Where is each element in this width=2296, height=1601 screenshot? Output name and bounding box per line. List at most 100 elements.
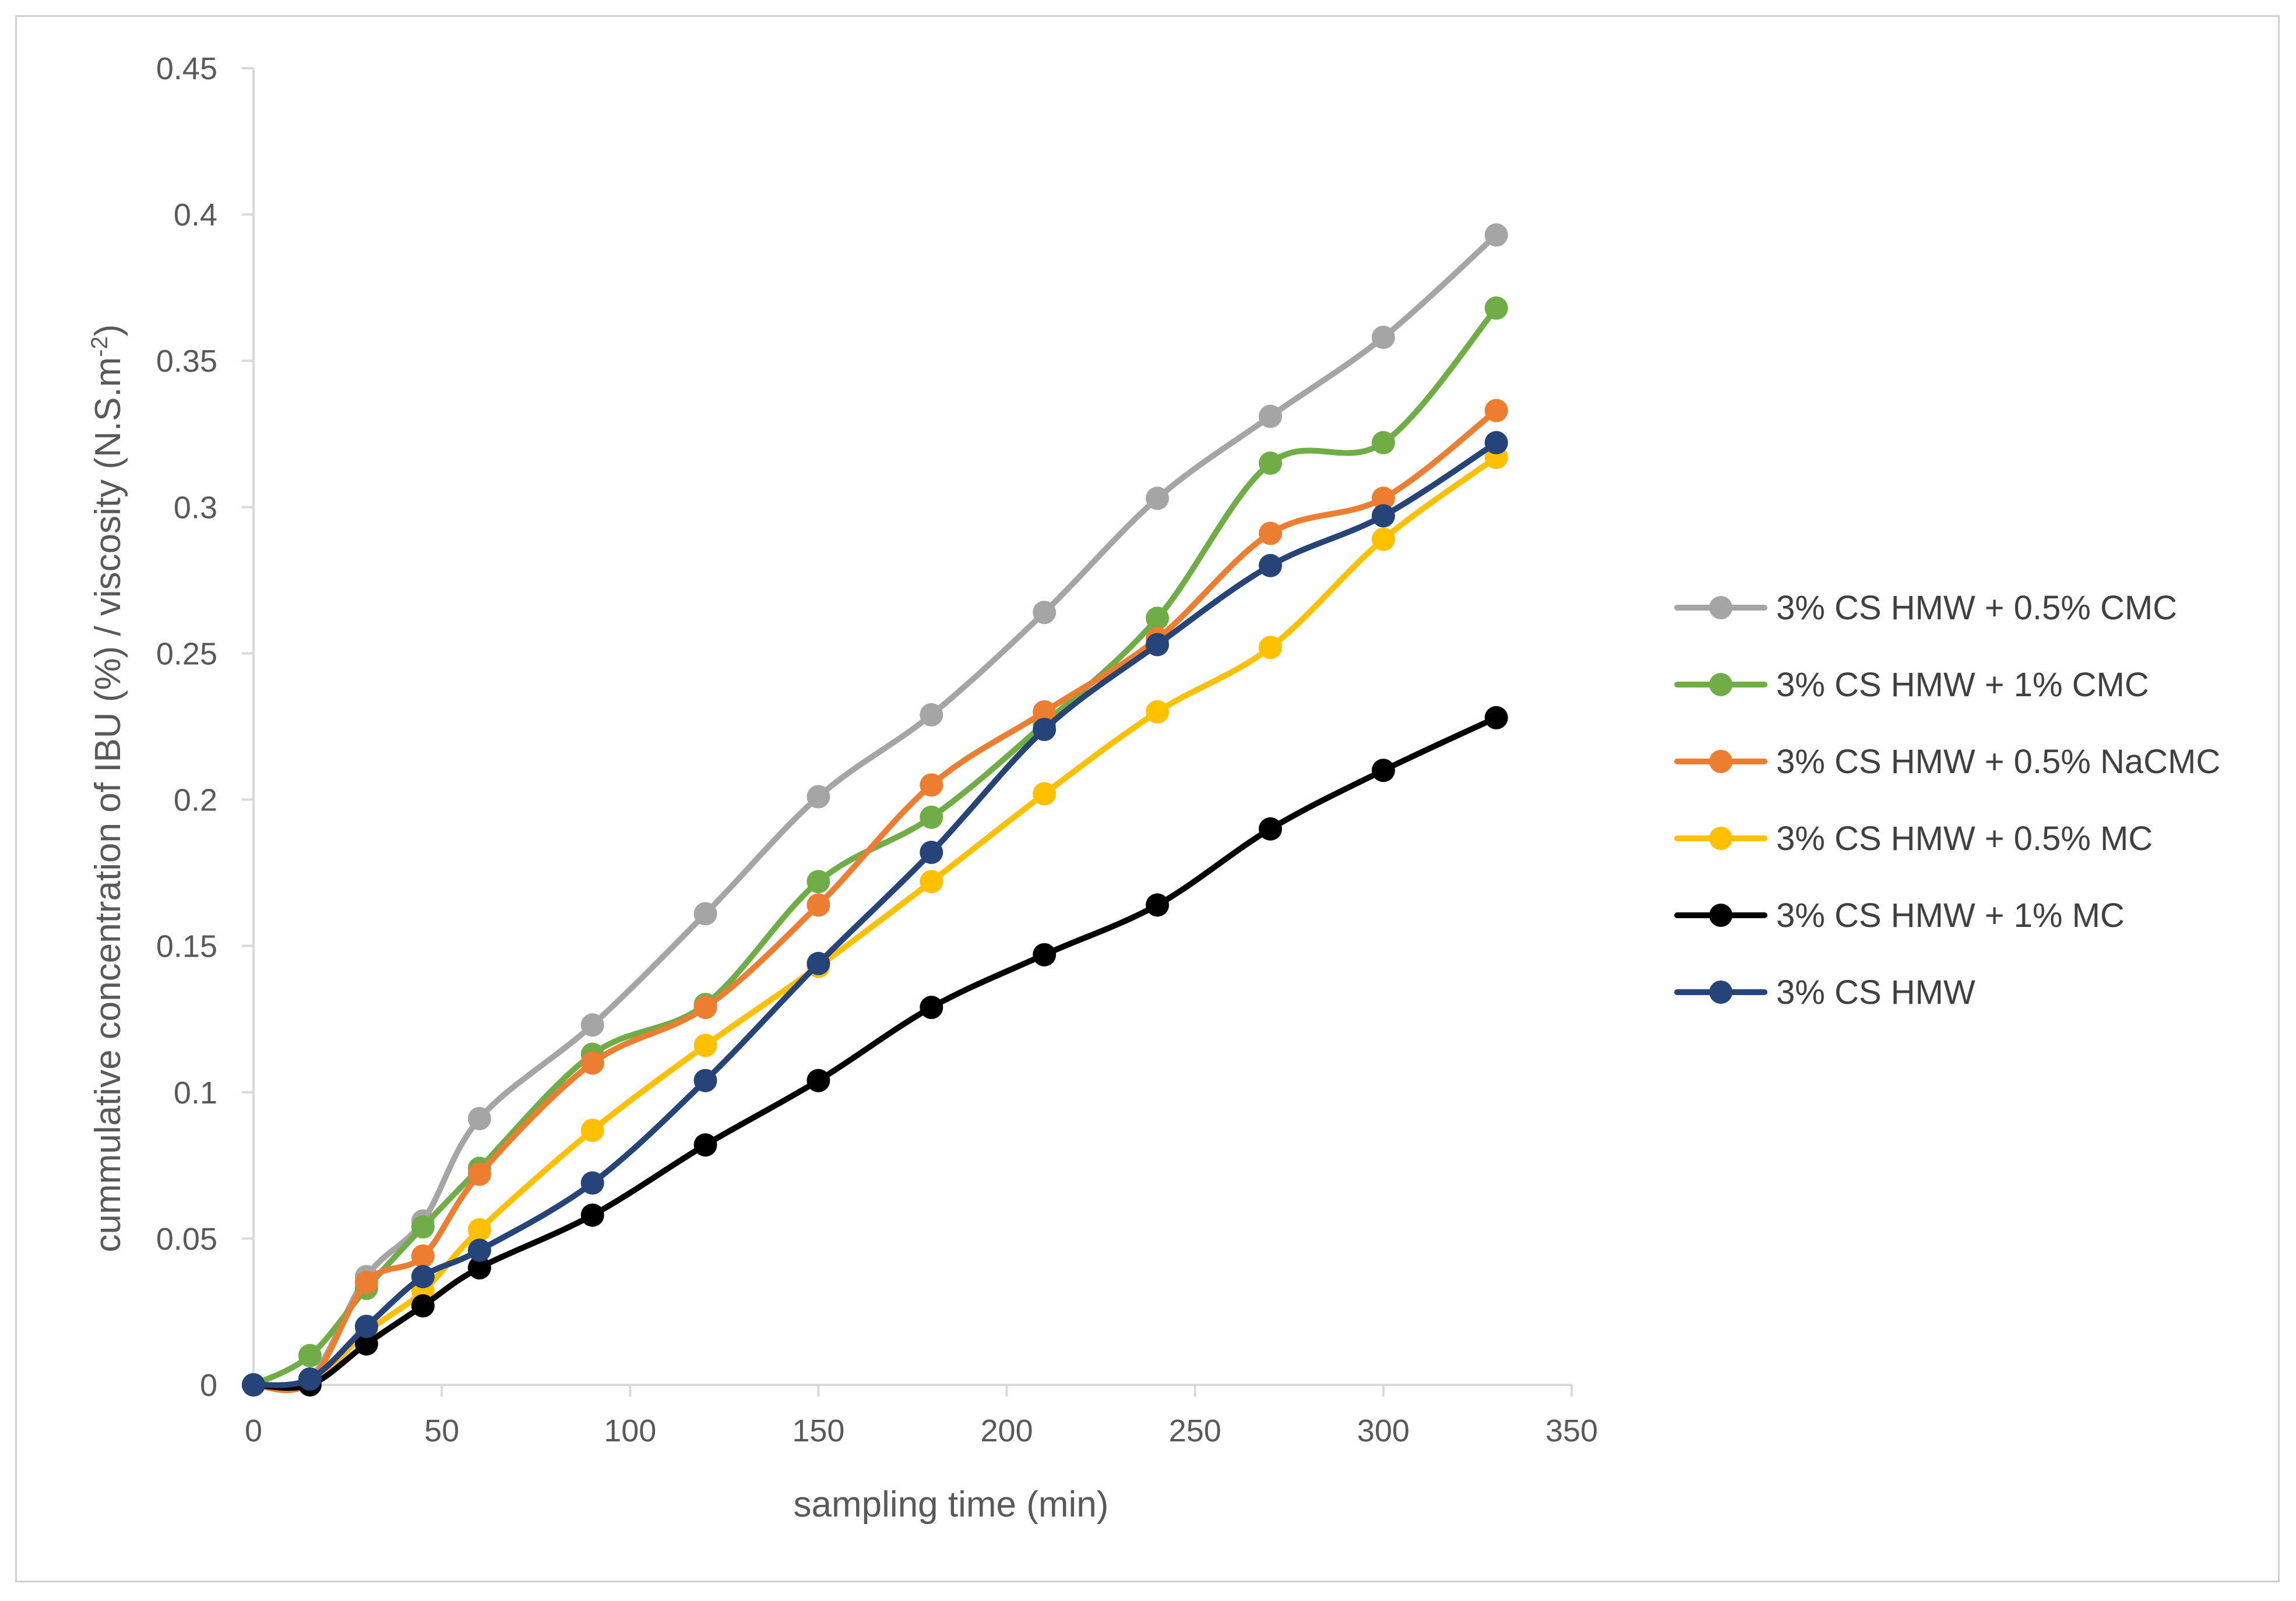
chart-frame: [15, 15, 2280, 1582]
data-point: [467, 1162, 491, 1186]
legend-label: 3% CS HMW + 0.5% MC: [1776, 820, 2153, 858]
legend-marker: [1709, 673, 1732, 696]
data-point: [693, 902, 717, 926]
series-line: [251, 714, 1499, 1391]
legend-marker: [1709, 750, 1732, 773]
legend-label: 3% CS HMW: [1776, 974, 1975, 1011]
legend-label: 3% CS HMW + 1% MC: [1776, 897, 2125, 934]
data-point: [1484, 399, 1508, 422]
data-point: [1033, 700, 1057, 724]
legend-marker: [1709, 827, 1732, 850]
data-point: [354, 1332, 378, 1356]
legend-item: 3% CS HMW + 1% CMC: [1674, 666, 2149, 704]
y-tick-label: 0.25: [156, 636, 217, 671]
data-point: [1146, 486, 1170, 510]
data-point: [467, 1239, 491, 1262]
x-tick-label: 350: [1545, 1413, 1598, 1448]
data-point: [693, 1133, 717, 1157]
data-point: [807, 870, 830, 894]
legend-label: 3% CS HMW + 0.5% NaCMC: [1776, 743, 2220, 781]
data-point: [1371, 759, 1395, 782]
series-line: [251, 407, 1499, 1394]
y-tick-label: 0.1: [174, 1075, 217, 1110]
x-tick-label: 200: [981, 1413, 1033, 1448]
data-point: [1033, 943, 1057, 967]
data-point: [411, 1294, 435, 1318]
data-point: [411, 1215, 435, 1239]
data-point: [920, 841, 943, 864]
data-point: [1146, 633, 1170, 657]
data-point: [1146, 700, 1170, 724]
data-point: [1371, 527, 1395, 551]
legend-item: 3% CS HMW: [1674, 974, 1975, 1011]
data-point: [1371, 504, 1395, 528]
data-point: [693, 996, 717, 1020]
data-point: [1259, 452, 1282, 475]
series-line: [251, 232, 1499, 1392]
y-tick-label: 0.45: [156, 51, 217, 86]
data-point: [1371, 326, 1395, 349]
data-point: [580, 1203, 604, 1227]
data-point: [1259, 553, 1282, 577]
legend-marker: [1709, 596, 1732, 619]
data-point: [1484, 296, 1508, 320]
data-point: [298, 1367, 322, 1391]
data-point: [467, 1218, 491, 1242]
legend-label: 3% CS HMW + 0.5% CMC: [1776, 589, 2177, 627]
data-point: [242, 1373, 265, 1397]
series-6: [242, 431, 1508, 1397]
data-point: [1146, 606, 1170, 630]
data-point: [467, 1107, 491, 1130]
data-point: [920, 703, 943, 727]
data-point: [1259, 404, 1282, 428]
series-3: [242, 399, 1508, 1397]
data-point: [920, 870, 943, 894]
y-axis-title-superscript: -2: [87, 336, 112, 357]
data-point: [1484, 223, 1508, 247]
y-axis-title-end: ): [88, 325, 128, 337]
data-point: [807, 951, 830, 975]
series-5: [242, 706, 1508, 1397]
data-point: [1259, 521, 1282, 545]
data-point: [920, 773, 943, 797]
y-tick-label: 0.35: [156, 344, 217, 379]
data-point: [580, 1171, 604, 1195]
legend-marker: [1709, 981, 1732, 1004]
legend-label: 3% CS HMW + 1% CMC: [1776, 666, 2149, 704]
data-point: [1371, 431, 1395, 454]
series-layer: [242, 223, 1508, 1397]
data-point: [1033, 601, 1057, 625]
legend-item: 3% CS HMW + 0.5% MC: [1674, 820, 2153, 858]
data-point: [354, 1314, 378, 1338]
axes: 0 0.05 0.1 0.15 0.2 0.25 0.3 0.35 0.4 0.45 0 50 100 1…: [156, 51, 1598, 1448]
y-tick-label: 0.2: [174, 783, 217, 818]
data-point: [1033, 782, 1057, 806]
legend-item: 3% CS HMW + 0.5% CMC: [1674, 589, 2177, 627]
data-point: [1033, 718, 1057, 741]
series-line: [251, 454, 1499, 1390]
data-point: [467, 1256, 491, 1280]
data-point: [1484, 431, 1508, 454]
legend-marker: [1709, 904, 1732, 927]
y-tick-label: 0: [200, 1368, 217, 1403]
y-tick-label: 0.05: [156, 1222, 217, 1257]
data-point: [920, 996, 943, 1020]
data-point: [1484, 706, 1508, 729]
data-point: [920, 805, 943, 829]
data-point: [580, 1051, 604, 1075]
legend: 3% CS HMW + 0.5% CMC 3% CS HMW + 1% CMC 3%…: [1674, 589, 2220, 1011]
series-line: [251, 439, 1499, 1388]
x-tick-label: 0: [245, 1413, 262, 1448]
data-point: [1259, 636, 1282, 660]
data-point: [1371, 486, 1395, 510]
x-tick-label: 300: [1357, 1413, 1410, 1448]
y-axis-title: cummulative concentration of IBU (%) / v…: [87, 325, 128, 1253]
x-tick-label: 50: [424, 1413, 459, 1448]
data-point: [807, 785, 830, 809]
data-point: [580, 1119, 604, 1142]
y-tick-label: 0.3: [174, 490, 217, 525]
data-point: [1146, 893, 1170, 917]
data-point: [354, 1271, 378, 1295]
y-tick-label: 0.15: [156, 929, 217, 964]
